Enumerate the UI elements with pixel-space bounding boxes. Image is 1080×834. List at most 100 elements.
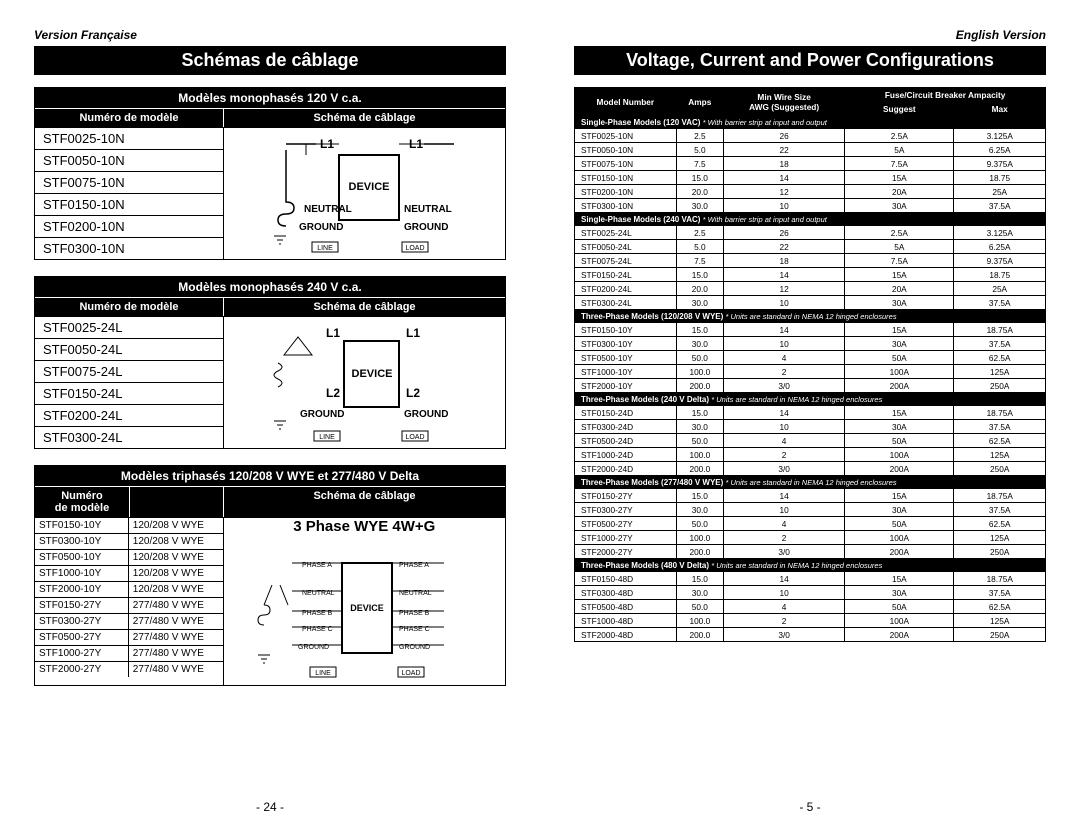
svg-text:NEUTRAL: NEUTRAL — [304, 204, 352, 215]
table-cell: 3.125A — [954, 226, 1046, 240]
table-cell: 200A — [845, 545, 954, 559]
table-cell: STF2000-27Y — [575, 545, 677, 559]
table-cell: 37.5A — [954, 420, 1046, 434]
table-cell: 30A — [845, 296, 954, 310]
svg-text:LINE: LINE — [316, 670, 332, 677]
table-row: STF0300-24L30.01030A37.5A — [575, 296, 1046, 310]
table-cell: 15A — [845, 406, 954, 420]
table-cell: 250A — [954, 462, 1046, 476]
svg-text:GROUND: GROUND — [404, 409, 448, 420]
table-cell: 5A — [845, 240, 954, 254]
table-cell: 125A — [954, 531, 1046, 545]
table-row: STF0500-24D50.0450A62.5A — [575, 434, 1046, 448]
model-cell: STF0150-10N — [35, 193, 223, 215]
config-cell: 277/480 V WYE — [129, 597, 223, 613]
table-cell: STF0075-10N — [575, 157, 677, 171]
model-cell: STF0150-27Y — [35, 597, 129, 613]
table-cell: 100A — [845, 365, 954, 379]
table-cell: 12 — [723, 282, 844, 296]
table-cell: STF0500-48D — [575, 600, 677, 614]
fr-sec1-colB: Schéma de câblage — [223, 108, 505, 127]
table-cell: 9.375A — [954, 157, 1046, 171]
table-cell: STF0500-27Y — [575, 517, 677, 531]
table-cell: 30.0 — [676, 503, 723, 517]
table-cell: 15A — [845, 323, 954, 337]
model-cell: STF0050-10N — [35, 149, 223, 171]
table-cell: 125A — [954, 365, 1046, 379]
svg-text:LOAD: LOAD — [402, 670, 421, 677]
table-row: STF0200-10N20.01220A25A — [575, 185, 1046, 199]
table-cell: 100.0 — [676, 614, 723, 628]
table-cell: 26 — [723, 226, 844, 240]
left-title: Schémas de câblage — [34, 46, 506, 75]
table-row: STF0300-27Y30.01030A37.5A — [575, 503, 1046, 517]
table-cell: STF2000-10Y — [575, 379, 677, 393]
config-cell: 120/208 V WYE — [129, 581, 223, 597]
table-cell: 3/0 — [723, 545, 844, 559]
model-cell: STF0500-10Y — [35, 549, 129, 565]
table-cell: 250A — [954, 545, 1046, 559]
model-cell: STF0500-27Y — [35, 629, 129, 645]
table-row: STF0150-27Y15.01415A18.75A — [575, 489, 1046, 503]
table-cell: STF0150-10N — [575, 171, 677, 185]
table-cell: 18.75A — [954, 572, 1046, 586]
table-cell: 7.5 — [676, 254, 723, 268]
table-cell: 14 — [723, 323, 844, 337]
table-cell: 2.5A — [845, 129, 954, 143]
table-cell: 3.125A — [954, 129, 1046, 143]
table-cell: 30A — [845, 586, 954, 600]
table-cell: 50A — [845, 600, 954, 614]
table-cell: 4 — [723, 517, 844, 531]
table-row: STF2000-48D200.03/0200A250A — [575, 628, 1046, 642]
table-cell: 4 — [723, 434, 844, 448]
table-cell: 3/0 — [723, 462, 844, 476]
table-cell: 50.0 — [676, 434, 723, 448]
section-header: Three-Phase Models (240 V Delta) * Units… — [575, 393, 1046, 406]
table-cell: STF0300-24L — [575, 296, 677, 310]
table-cell: 25A — [954, 282, 1046, 296]
model-cell: STF2000-10Y — [35, 581, 129, 597]
table-cell: 100A — [845, 448, 954, 462]
table-row: STF0300-24D30.01030A37.5A — [575, 420, 1046, 434]
hdr-amps: Amps — [676, 88, 723, 116]
table-row: STF0200-24L20.01220A25A — [575, 282, 1046, 296]
table-cell: STF0025-24L — [575, 226, 677, 240]
table-cell: STF1000-24D — [575, 448, 677, 462]
table-cell: 18.75 — [954, 268, 1046, 282]
table-cell: 2 — [723, 365, 844, 379]
table-cell: STF0300-24D — [575, 420, 677, 434]
table-cell: 15.0 — [676, 489, 723, 503]
model-cell: STF0075-24L — [35, 360, 223, 382]
table-cell: 200.0 — [676, 545, 723, 559]
table-cell: 200.0 — [676, 379, 723, 393]
table-cell: 12 — [723, 185, 844, 199]
table-cell: 22 — [723, 240, 844, 254]
table-cell: STF2000-48D — [575, 628, 677, 642]
model-cell: STF0300-24L — [35, 426, 223, 448]
version-en: English Version — [574, 28, 1046, 42]
table-row: STF1000-48D100.02100A125A — [575, 614, 1046, 628]
table-row: STF0500-27Y50.0450A62.5A — [575, 517, 1046, 531]
table-cell: 200.0 — [676, 628, 723, 642]
model-cell: STF0050-24L — [35, 338, 223, 360]
table-cell: 37.5A — [954, 586, 1046, 600]
table-row: STF1000-27Y100.02100A125A — [575, 531, 1046, 545]
table-cell: 18.75A — [954, 489, 1046, 503]
svg-text:LOAD: LOAD — [406, 434, 425, 441]
table-cell: 100A — [845, 531, 954, 545]
table-cell: 10 — [723, 337, 844, 351]
table-cell: 100.0 — [676, 531, 723, 545]
table-cell: 6.25A — [954, 240, 1046, 254]
svg-text:L2: L2 — [406, 386, 420, 400]
table-cell: 62.5A — [954, 517, 1046, 531]
hdr-fuse: Fuse/Circuit Breaker Ampacity — [845, 88, 1046, 102]
table-cell: 4 — [723, 351, 844, 365]
config-cell: 120/208 V WYE — [129, 517, 223, 533]
table-cell: 14 — [723, 171, 844, 185]
table-cell: 20.0 — [676, 185, 723, 199]
table-cell: STF0500-24D — [575, 434, 677, 448]
table-cell: 125A — [954, 448, 1046, 462]
table-cell: 15A — [845, 489, 954, 503]
table-cell: STF0050-24L — [575, 240, 677, 254]
table-cell: 10 — [723, 586, 844, 600]
